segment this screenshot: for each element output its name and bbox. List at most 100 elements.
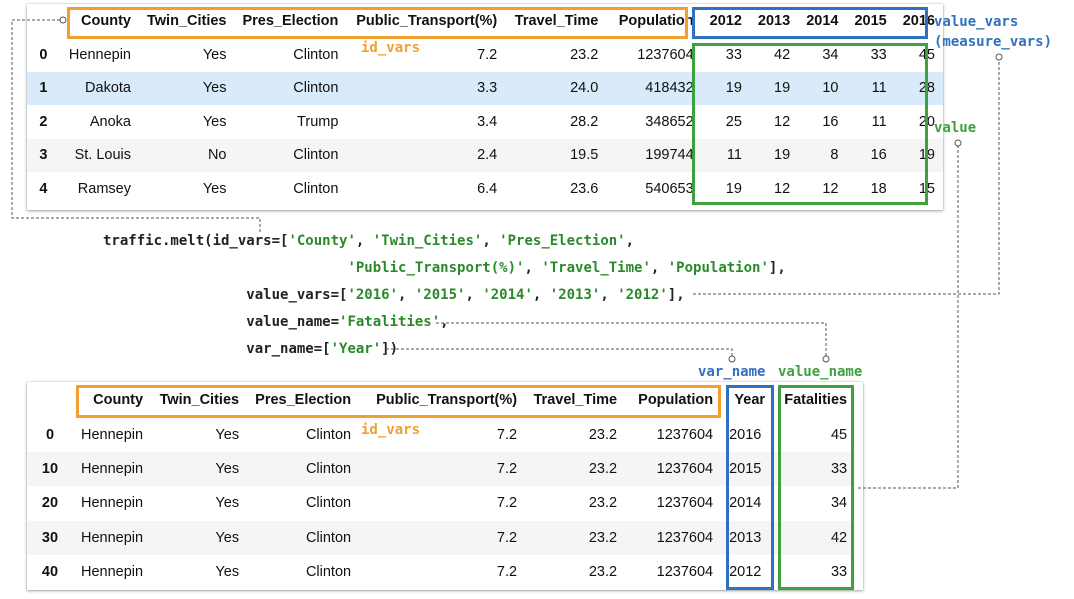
value-vars-label: value_vars [934, 14, 1019, 30]
table-cell: 199744 [645, 147, 694, 164]
row-index: 2 [39, 113, 48, 130]
index-header [27, 4, 60, 38]
column-header: Pres_Election [255, 392, 352, 408]
table-row: 4 Ramsey Yes Clinton 6.4 23.6 540653 19 12 12 18 15 [27, 172, 943, 206]
table-cell: 18 [870, 180, 887, 197]
table-cell: Clinton [293, 46, 339, 63]
table-cell: 11 [726, 147, 742, 164]
table-cell: 16 [822, 113, 839, 130]
table-cell: Yes [215, 563, 240, 580]
table-cell: Trump [297, 113, 339, 130]
column-header: County [81, 13, 131, 29]
table-cell: 12 [822, 180, 839, 197]
table-cell: Hennepin [81, 461, 144, 478]
table-cell: 19 [774, 147, 791, 164]
column-header: Public_Transport(%) [376, 392, 518, 408]
table-cell: 7.2 [496, 427, 518, 444]
index-header [27, 382, 73, 418]
code-line-4: value_name='Fatalities', [246, 314, 449, 330]
table-cell: 19 [725, 180, 742, 197]
table-cell: Clinton [305, 427, 352, 444]
table-cell: Clinton [293, 147, 339, 164]
table-cell: 2015 [729, 461, 762, 478]
table-row: 2 Anoka Yes Trump 3.4 28.2 348652 25 12 16 11 20 [27, 105, 943, 139]
year-column-header: 2015 [854, 13, 887, 29]
table-cell: Hennepin [68, 46, 131, 63]
table-cell: 11 [871, 80, 887, 97]
value-name-label: value_name [778, 364, 863, 380]
long-dataframe: County Twin_Cities Pres_Election Public_… [27, 382, 863, 590]
table-cell: Hennepin [81, 495, 144, 512]
row-index: 0 [45, 427, 55, 444]
table-cell: 12 [774, 180, 791, 197]
table-cell: 28 [918, 80, 935, 97]
column-header: Travel_Time [514, 13, 599, 29]
row-index: 30 [41, 529, 59, 546]
table-cell: 2014 [729, 495, 762, 512]
connector-end-circle [822, 355, 830, 363]
table-row: 40 Hennepin Yes Clinton 7.2 23.2 1237604 2012 33 [27, 555, 855, 589]
measure-vars-label: (measure_vars) [934, 34, 1053, 50]
table-cell: 1237604 [637, 46, 694, 63]
table-row: 0 Hennepin Yes Clinton 7.2 23.2 1237604 2016 45 [27, 418, 855, 452]
table-cell: 19 [725, 80, 742, 97]
column-header: Pres_Election [242, 13, 339, 29]
table-cell: 42 [830, 529, 848, 546]
table-cell: 1237604 [656, 461, 714, 478]
table-cell: Clinton [305, 461, 352, 478]
table-cell: 7.2 [496, 495, 518, 512]
table-cell: Yes [215, 461, 240, 478]
wide-table: County Twin_Cities Pres_Election Public_… [27, 4, 943, 206]
code-line-2: 'Public_Transport(%)', 'Travel_Time', 'P… [347, 260, 786, 276]
table-cell: Yes [215, 529, 240, 546]
table-cell: 6.4 [477, 180, 498, 197]
column-header: Public_Transport(%) [356, 13, 498, 29]
table-cell: 2.4 [477, 147, 498, 164]
table-row: 10 Hennepin Yes Clinton 7.2 23.2 1237604 2015 33 [27, 452, 856, 487]
table-cell: 19 [774, 80, 791, 97]
code-line-1: traffic.melt(id_vars=['County', 'Twin_Ci… [103, 233, 635, 249]
value-label: value [934, 120, 977, 136]
connector-end-circle [954, 139, 962, 147]
table-cell: 16 [870, 147, 887, 164]
table-cell: Clinton [305, 563, 352, 580]
table-cell: 15 [918, 180, 935, 197]
table-cell: 23.6 [570, 180, 599, 197]
table-cell: 418432 [645, 80, 694, 97]
table-cell: Clinton [305, 495, 352, 512]
table-cell: St. Louis [74, 147, 131, 164]
id-vars-label-top: id_vars [361, 40, 421, 56]
table-cell: Dakota [85, 80, 131, 97]
table-cell: 23.2 [588, 461, 618, 478]
table-cell: Clinton [305, 529, 352, 546]
table-cell: 1237604 [656, 495, 714, 512]
table-cell: 23.2 [588, 495, 618, 512]
table-cell: 7.2 [496, 529, 518, 546]
table-cell: Yes [215, 495, 240, 512]
table-cell: 33 [830, 563, 848, 580]
table-cell: 25 [725, 113, 742, 130]
code-line-5: var_name=['Year']) [246, 341, 399, 357]
table-cell: 3.4 [477, 113, 498, 130]
table-cell: Yes [215, 427, 240, 444]
table-cell: 33 [830, 461, 848, 478]
long-header-row: County Twin_Cities Pres_Election Public_… [27, 382, 855, 418]
table-cell: Yes [202, 113, 227, 130]
row-index: 3 [39, 147, 48, 164]
table-cell: 1237604 [656, 427, 714, 444]
table-cell: 2013 [729, 529, 762, 546]
table-row: 30 Hennepin Yes Clinton 7.2 23.2 1237604 2013 42 [27, 520, 856, 555]
row-index: 40 [41, 563, 59, 580]
table-cell: 19 [918, 147, 935, 164]
table-cell: 8 [830, 147, 839, 164]
table-cell: 28.2 [570, 113, 599, 130]
wide-dataframe: County Twin_Cities Pres_Election Public_… [27, 4, 943, 210]
table-cell: Clinton [293, 80, 339, 97]
table-cell: 540653 [645, 180, 694, 197]
column-header: Twin_Cities [159, 392, 240, 408]
table-cell: No [207, 147, 227, 164]
table-cell: 33 [725, 46, 742, 63]
table-cell: Yes [202, 180, 227, 197]
table-cell: 33 [870, 46, 887, 63]
table-cell: 1237604 [656, 529, 714, 546]
